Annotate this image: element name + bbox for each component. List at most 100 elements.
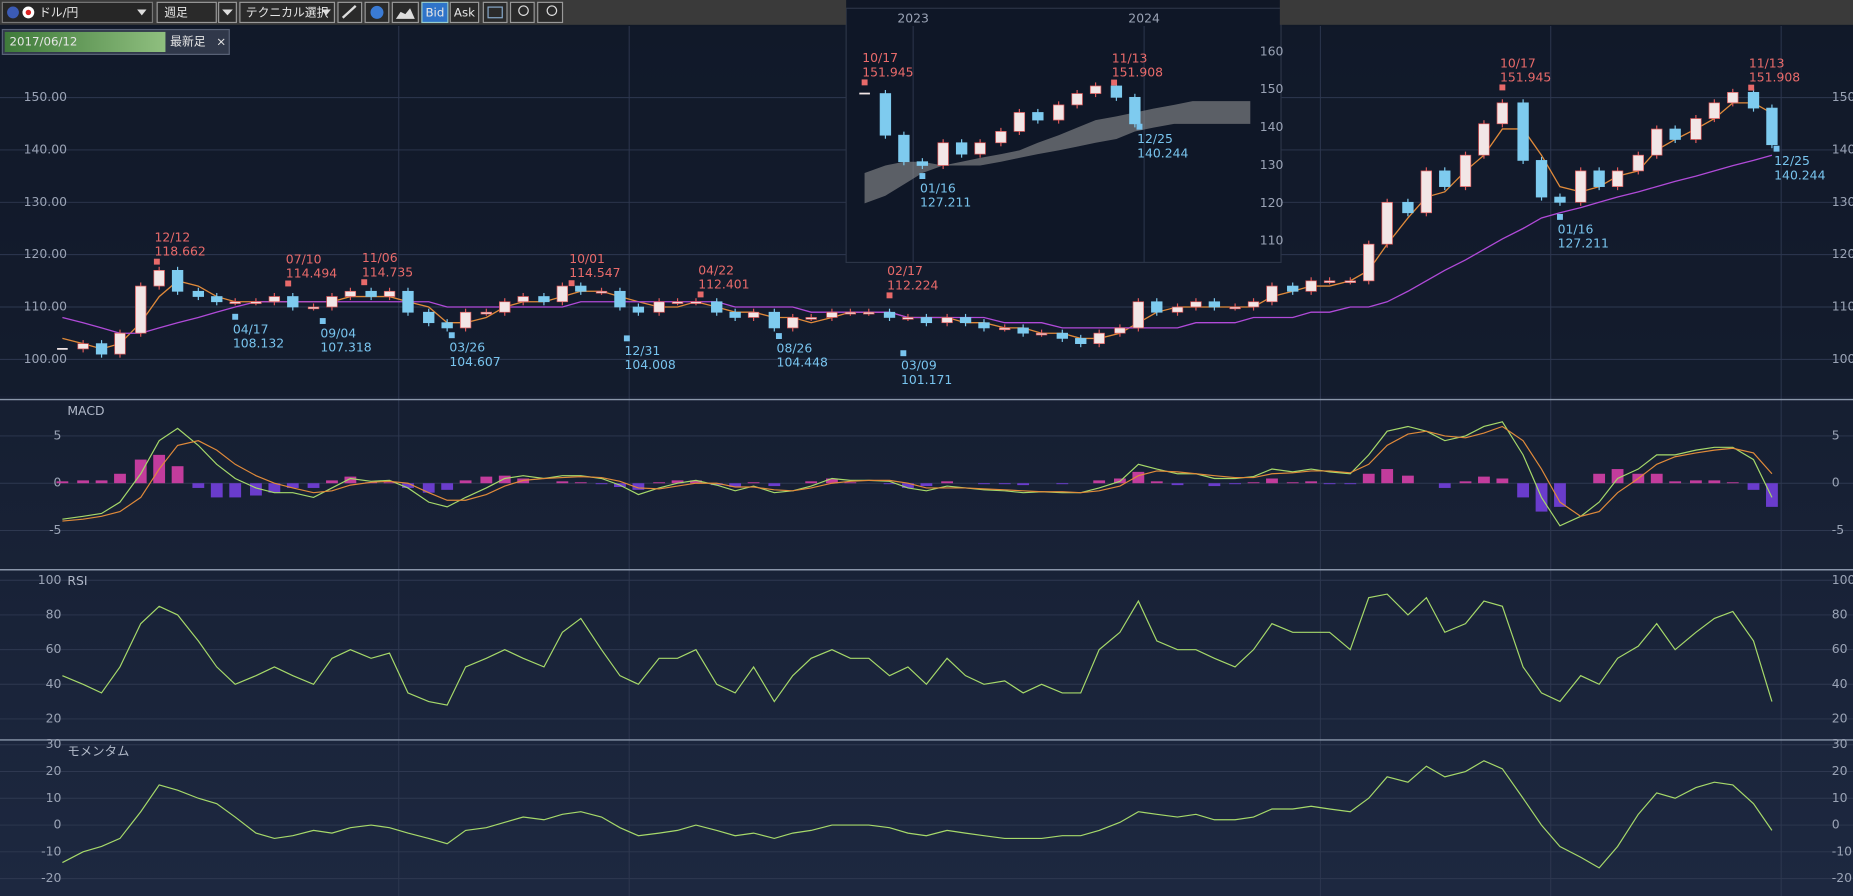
indicator-line [62,425,1773,522]
histogram-bar [805,481,818,484]
candle [1632,154,1644,172]
histogram-bar [1689,480,1702,484]
histogram-bar [1402,475,1414,484]
y-tick-label: 10 [1832,790,1848,805]
histogram-bar [1747,483,1760,490]
candle [844,311,857,315]
candle [1114,327,1126,334]
histogram-bar [920,483,933,487]
period-select[interactable] [156,1,217,24]
zoom-out-button[interactable] [509,1,535,24]
candle [768,311,780,329]
histogram-bar [671,480,684,484]
pair-select[interactable] [1,1,154,24]
candle [1129,96,1141,125]
histogram-bar [250,483,262,496]
candle [859,92,870,95]
extreme-marker [319,318,326,324]
histogram-bar [114,473,126,484]
y-tick-label: 160 [1260,43,1284,58]
y-tick-label: 20 [1832,763,1848,778]
histogram-bar [844,482,857,484]
ask-button[interactable] [449,1,480,24]
y-tick-label: -5 [49,522,61,537]
flag-us [7,6,19,19]
extreme-date: 09/04 [320,326,356,341]
candle [826,311,838,318]
y-tick-label: 60 [46,641,62,656]
histogram-bar [1266,478,1278,484]
histogram-bar [498,475,511,484]
histogram-bar [441,483,454,490]
y-tick-label: 130.00 [24,194,68,209]
histogram-bar [883,483,896,485]
candle [995,131,1007,144]
candle [1287,285,1299,292]
close-button[interactable]: × [216,34,226,48]
extreme-marker [285,280,292,287]
histogram-bar [632,483,645,490]
histogram-bar [459,480,472,484]
candle [1171,306,1184,313]
y-tick-label: 100 [38,572,62,587]
layout-button[interactable] [482,1,508,24]
candle [556,285,569,303]
candle [747,311,760,318]
y-tick-label: 130 [1832,194,1853,209]
histogram-bar [1208,483,1221,487]
candle [250,301,262,304]
histogram-bar [690,480,702,484]
candle [441,322,453,329]
extreme-date: 07/10 [286,251,322,266]
candle [1075,338,1087,344]
extreme-date: 03/09 [901,358,937,373]
histogram-bar [56,481,69,484]
extreme-date: 04/22 [698,262,734,277]
extreme-date: 04/17 [233,321,269,336]
dropdown-arrow [137,9,147,16]
y-tick-label: 5 [1832,427,1840,442]
y-tick-label: -20 [1832,870,1852,885]
histogram-bar [768,483,781,487]
latest-button[interactable]: 最新足 [170,34,206,48]
histogram-bar [941,481,954,484]
candle [1132,301,1145,329]
candle [1381,201,1393,245]
extreme-date: 10/17 [862,50,898,65]
extreme-value: 151.945 [1500,69,1551,84]
extreme-marker [1499,84,1506,91]
extreme-date: 12/12 [154,230,190,245]
histogram-bar [1381,469,1394,484]
extreme-marker [1748,84,1755,91]
candle [211,296,223,303]
candle [787,317,799,329]
histogram-bar [229,483,242,498]
technical-select[interactable] [239,1,336,24]
candle [423,311,435,324]
candle [690,301,702,304]
extreme-marker [900,350,907,357]
candle [1071,93,1083,106]
extreme-value: 112.401 [698,276,749,291]
histogram-bar [1496,478,1509,484]
candle [77,343,89,350]
candle [326,296,338,308]
candle [1459,154,1472,187]
y-tick-label: 0 [1832,475,1840,490]
candle [287,296,299,308]
y-tick-label: 110 [1832,298,1853,313]
histogram-bar [307,483,320,488]
chart-style-button[interactable] [391,1,419,24]
candle [883,311,896,318]
zoom-in-button[interactable] [537,1,564,24]
candle [1208,301,1221,308]
x-tick-label: 2023 [897,10,929,25]
candle [1363,243,1375,282]
date-input[interactable] [4,31,166,53]
y-tick-label: 20 [46,710,62,725]
extreme-date: 03/26 [449,340,485,355]
bid-button[interactable] [421,1,449,24]
technical-label: テクニカル選択 [246,6,329,20]
y-tick-label: 110.00 [24,298,68,313]
candle [1554,196,1566,203]
